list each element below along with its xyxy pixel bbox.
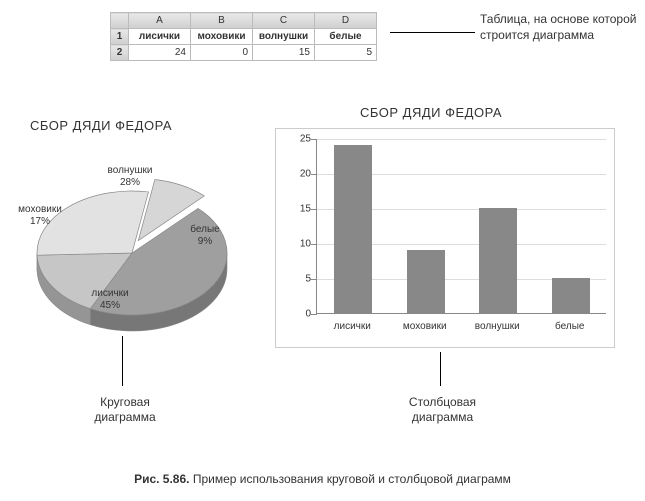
svg-text:17%: 17% xyxy=(30,216,50,227)
cell-b1: моховики xyxy=(191,29,253,45)
bar-ylabel: 20 xyxy=(287,169,311,180)
bar-белые xyxy=(552,278,590,313)
cell-c1: волнушки xyxy=(253,29,315,45)
bar-xlabel: белые xyxy=(540,321,600,332)
pie-callout-line xyxy=(122,336,123,386)
rowhead-1: 1 xyxy=(111,29,129,45)
bar-xlabel: волнушки xyxy=(467,321,527,332)
bar-callout-line xyxy=(440,352,441,386)
bar-моховики xyxy=(407,250,445,313)
sheet-corner xyxy=(111,13,129,29)
bar-ylabel: 10 xyxy=(287,239,311,250)
bar-xlabel: лисички xyxy=(322,321,382,332)
cell-a2: 24 xyxy=(129,45,191,61)
spreadsheet: A B C D 1 лисички моховики волнушки белы… xyxy=(110,12,377,61)
cell-a1: лисички xyxy=(129,29,191,45)
pie-title: СБОР ДЯДИ ФЕДОРА xyxy=(30,118,172,133)
svg-text:45%: 45% xyxy=(100,300,120,311)
svg-text:волнушки: волнушки xyxy=(108,165,153,176)
source-table: A B C D 1 лисички моховики волнушки белы… xyxy=(110,12,377,61)
cell-d2: 5 xyxy=(315,45,377,61)
bar-волнушки xyxy=(479,208,517,313)
bar-ylabel: 5 xyxy=(287,274,311,285)
bar-chart: 0 5 10 15 20 25 лисички моховики волнушки белые xyxy=(275,128,615,348)
rowhead-2: 2 xyxy=(111,45,129,61)
pie-callout-label: Круговаядиаграмма xyxy=(80,395,170,425)
bar-ylabel: 0 xyxy=(287,309,311,320)
pie-chart: лисички45% моховики17% волнушки28% белые9% xyxy=(10,138,255,348)
figure-caption: Рис. 5.86. Пример использования круговой… xyxy=(0,472,645,486)
bar-лисички xyxy=(334,145,372,313)
bar-callout-label: Столбцоваядиаграмма xyxy=(395,395,490,425)
table-caption-connector xyxy=(390,32,475,33)
colhead-d: D xyxy=(315,13,377,29)
colhead-a: A xyxy=(129,13,191,29)
bar-ylabel: 25 xyxy=(287,134,311,145)
svg-text:9%: 9% xyxy=(198,236,213,247)
cell-c2: 15 xyxy=(253,45,315,61)
bar-ylabel: 15 xyxy=(287,204,311,215)
bar-xlabel: моховики xyxy=(395,321,455,332)
table-caption: Таблица, на основе которой строится диаг… xyxy=(480,12,645,43)
colhead-b: B xyxy=(191,13,253,29)
bar-title: СБОР ДЯДИ ФЕДОРА xyxy=(360,105,502,120)
svg-text:28%: 28% xyxy=(120,177,140,188)
svg-text:моховики: моховики xyxy=(18,204,62,215)
svg-text:лисички: лисички xyxy=(91,288,128,299)
cell-d1: белые xyxy=(315,29,377,45)
colhead-c: C xyxy=(253,13,315,29)
svg-text:белые: белые xyxy=(190,223,220,235)
cell-b2: 0 xyxy=(191,45,253,61)
